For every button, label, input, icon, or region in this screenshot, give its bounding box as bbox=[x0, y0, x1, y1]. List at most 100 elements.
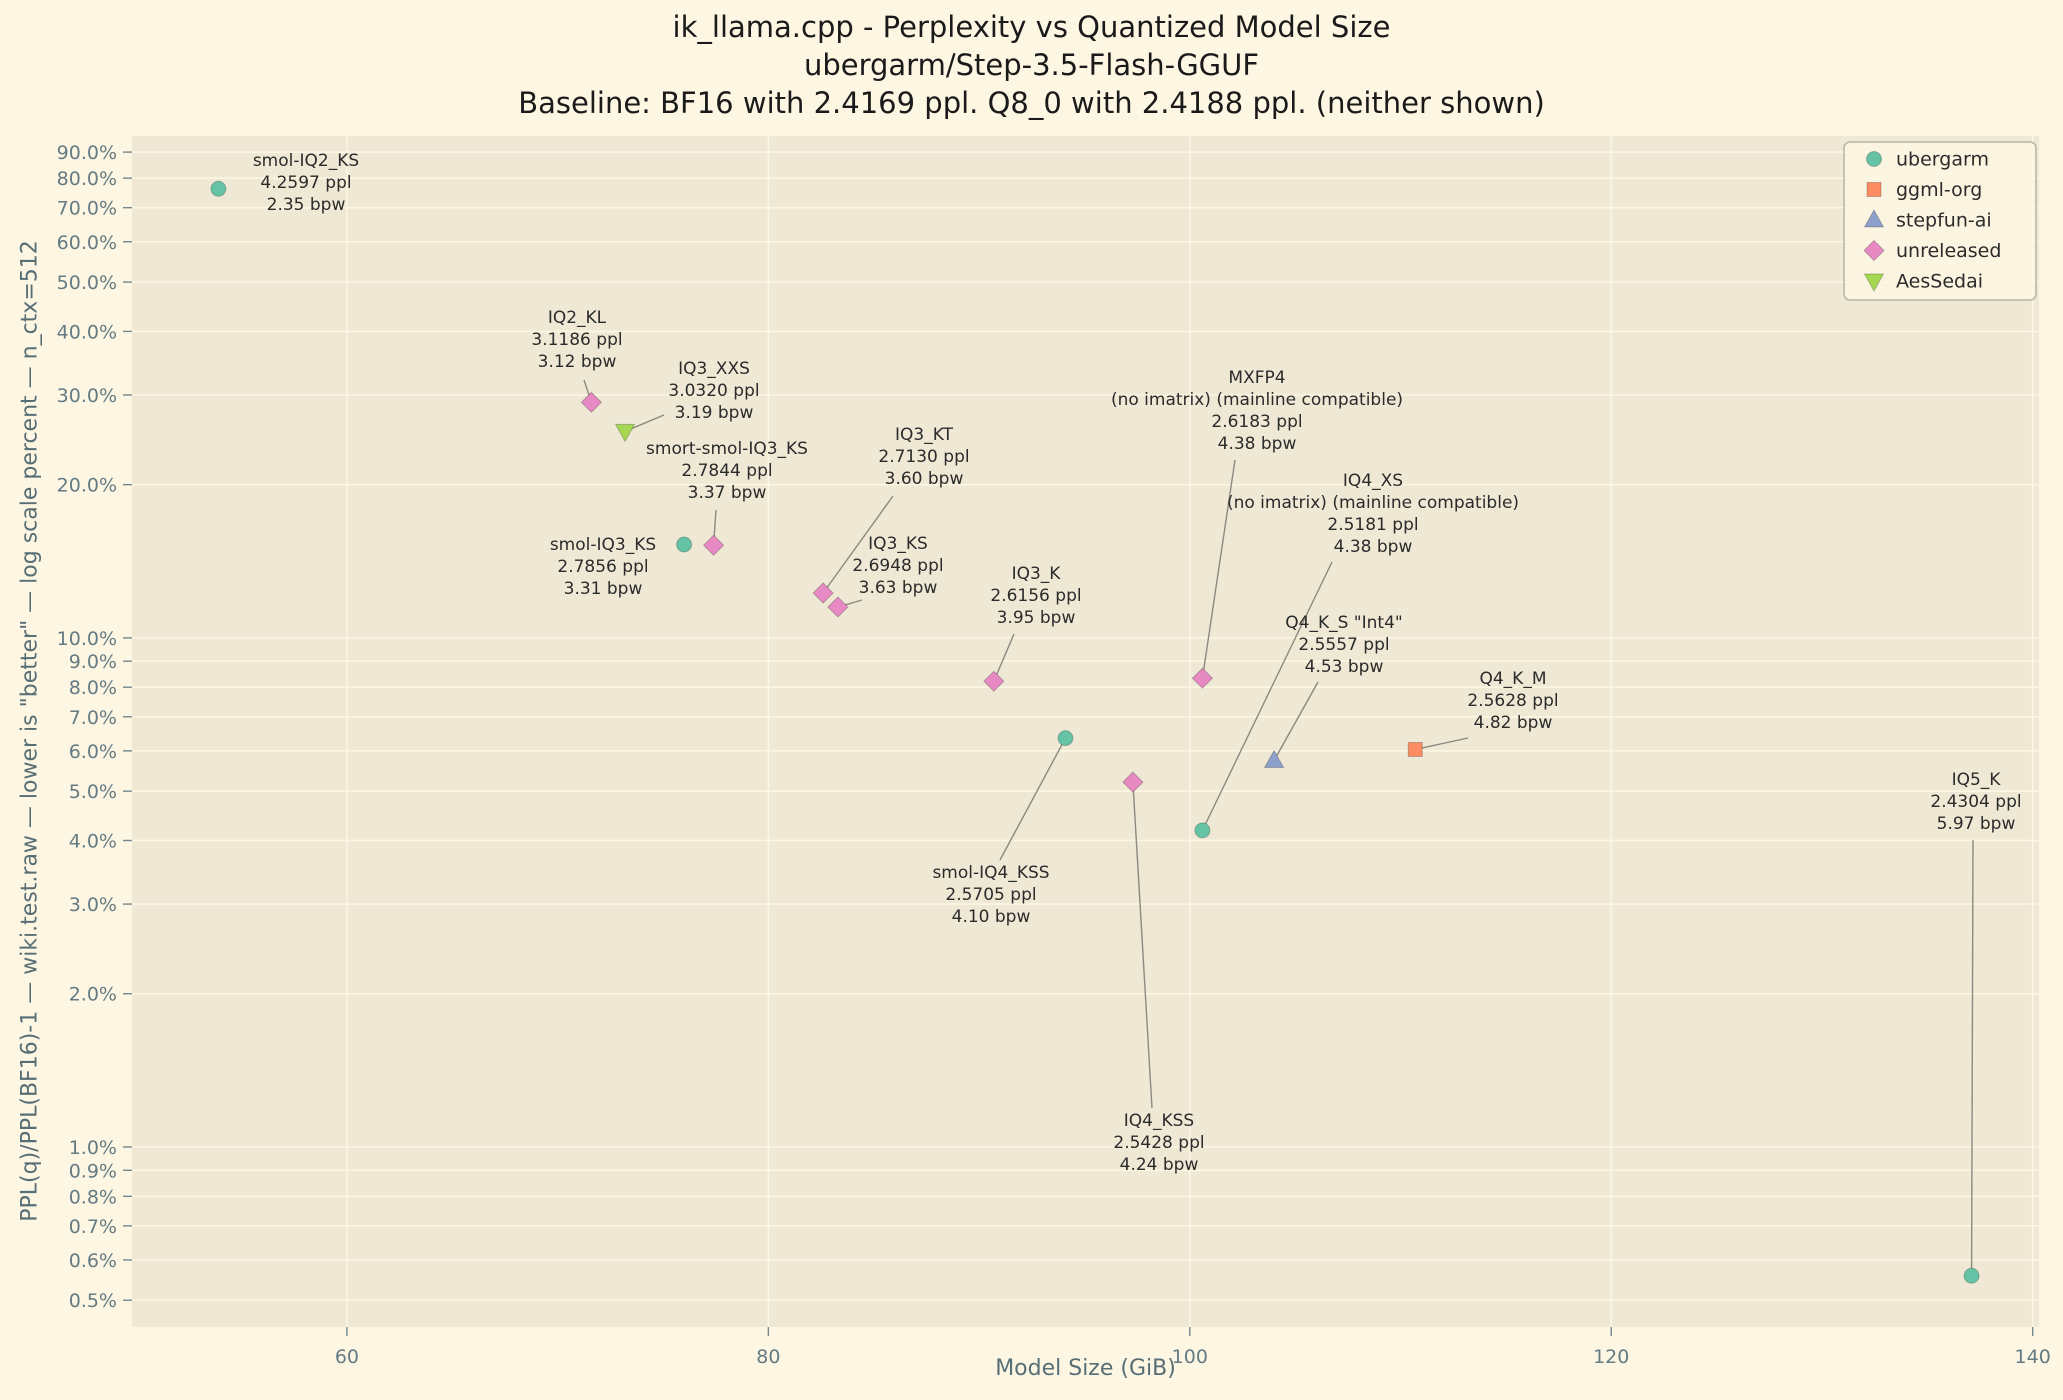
point-annotation: 3.31 bpw bbox=[564, 579, 643, 599]
point-annotation: 3.12 bpw bbox=[538, 352, 617, 372]
legend-item-label: ggml-org bbox=[1896, 179, 1982, 201]
marker-diamond bbox=[702, 534, 725, 556]
point-annotation: 2.6948 ppl bbox=[852, 556, 943, 576]
y-tick-label: 0.6% bbox=[69, 1250, 117, 1272]
y-tick-label: 1.0% bbox=[69, 1137, 117, 1159]
y-tick-label: 50.0% bbox=[57, 272, 117, 294]
y-tick-label: 80.0% bbox=[57, 168, 117, 190]
point-annotation: 2.7130 ppl bbox=[878, 447, 969, 467]
y-tick-label: 90.0% bbox=[57, 142, 117, 164]
chart-title: ik_llama.cpp - Perplexity vs Quantized M… bbox=[0, 8, 2063, 122]
y-tick-label: 0.8% bbox=[69, 1186, 117, 1208]
marker-circle bbox=[1866, 151, 1882, 167]
marker-diamond bbox=[580, 391, 603, 413]
x-axis-label: Model Size (GiB) bbox=[995, 1356, 1176, 1381]
y-tick-label: 9.0% bbox=[69, 651, 117, 673]
x-tick-label: 60 bbox=[335, 1346, 359, 1368]
point-annotation: 2.6156 ppl bbox=[990, 586, 1081, 606]
marker-triangle-down bbox=[1863, 273, 1885, 293]
grid bbox=[132, 136, 2039, 1327]
point-annotation: IQ3_KT bbox=[895, 425, 954, 445]
point-annotation: 4.53 bpw bbox=[1305, 657, 1384, 677]
marker-diamond bbox=[1191, 667, 1214, 689]
point-annotation: (no imatrix) (mainline compatible) bbox=[1111, 390, 1403, 410]
point-annotation: IQ3_XXS bbox=[678, 359, 750, 379]
point-annotation: 2.4304 ppl bbox=[1930, 792, 2021, 812]
marker-circle bbox=[210, 180, 227, 197]
annotation-leader bbox=[1201, 561, 1333, 831]
y-tick-label: 0.5% bbox=[69, 1290, 117, 1312]
y-tick-label: 4.0% bbox=[69, 830, 117, 852]
marker-circle bbox=[676, 536, 693, 553]
point-annotation: 3.1186 ppl bbox=[531, 330, 622, 350]
plot-area bbox=[132, 136, 2039, 1327]
legend-item-label: AesSedai bbox=[1896, 271, 1983, 293]
annotation-leader bbox=[1970, 839, 1974, 1276]
title-line-2: ubergarm/Step-3.5-Flash-GGUF bbox=[803, 48, 1260, 82]
point-annotation: 2.7856 ppl bbox=[557, 557, 648, 577]
x-tick-label: 120 bbox=[1593, 1346, 1629, 1368]
marker-diamond bbox=[827, 596, 849, 618]
point-annotation: 4.24 bpw bbox=[1120, 1155, 1199, 1175]
y-tick-label: 0.7% bbox=[69, 1216, 117, 1238]
annotation-leader bbox=[993, 633, 1015, 682]
point-annotation: 2.5557 ppl bbox=[1298, 635, 1389, 655]
marker-square bbox=[1866, 182, 1882, 197]
annotation-leader bbox=[1132, 782, 1153, 1109]
point-annotation: IQ3_KS bbox=[868, 534, 928, 554]
legend-item-label: stepfun-ai bbox=[1896, 210, 1992, 232]
marker-diamond bbox=[983, 670, 1005, 692]
point-annotation: 4.38 bpw bbox=[1334, 537, 1413, 557]
point-annotation: 2.5181 ppl bbox=[1327, 515, 1418, 535]
point-annotation: 4.2597 ppl bbox=[260, 173, 351, 193]
marker-circle bbox=[1194, 822, 1211, 839]
point-annotation: MXFP4 bbox=[1228, 368, 1285, 388]
annotation-leader bbox=[1273, 681, 1319, 761]
annotation-leader bbox=[822, 495, 894, 594]
y-tick-label: 0.9% bbox=[69, 1160, 117, 1182]
legend-item-label: ubergarm bbox=[1896, 149, 1989, 171]
point-annotation: 3.0320 ppl bbox=[668, 381, 759, 401]
x-tick-label: 100 bbox=[1172, 1346, 1208, 1368]
marker-triangle-up bbox=[1863, 208, 1885, 228]
point-annotation: IQ5_K bbox=[1952, 770, 2002, 790]
point-annotation: smol-IQ2_KS bbox=[253, 151, 359, 171]
point-annotation: 4.38 bpw bbox=[1218, 434, 1297, 454]
point-annotation: smol-IQ4_KSS bbox=[932, 863, 1049, 883]
marker-diamond bbox=[1863, 239, 1885, 262]
marker-triangle-up bbox=[1263, 749, 1285, 769]
point-annotation: 3.63 bpw bbox=[859, 578, 938, 598]
point-annotation: IQ3_K bbox=[1012, 564, 1062, 584]
point-annotation: IQ4_KSS bbox=[1124, 1111, 1194, 1131]
y-tick-label: 70.0% bbox=[57, 198, 117, 220]
y-axis-label: PPL(q)/PPL(BF16)-1 — wiki.test.raw — low… bbox=[17, 240, 43, 1222]
y-tick-label: 7.0% bbox=[69, 707, 117, 729]
y-tick-label: 30.0% bbox=[57, 385, 117, 407]
legend: ubergarm ggml-org stepfun-ai unreleased AesS… bbox=[1843, 141, 2037, 301]
annotation-leader bbox=[1201, 459, 1236, 679]
marker-square bbox=[1407, 741, 1423, 757]
marker-circle bbox=[1057, 730, 1074, 747]
leader-lines bbox=[583, 379, 1974, 1276]
marker-triangle-down bbox=[614, 423, 636, 443]
point-annotation: 2.6183 ppl bbox=[1211, 412, 1302, 432]
y-tick-label: 8.0% bbox=[69, 677, 117, 699]
point-annotation: (no imatrix) (mainline compatible) bbox=[1227, 493, 1519, 513]
x-tick-label: 80 bbox=[756, 1346, 780, 1368]
y-tick-label: 3.0% bbox=[69, 894, 117, 916]
axis-ticks bbox=[123, 151, 2034, 1336]
annotation-leader bbox=[999, 737, 1067, 861]
point-annotation: IQ2_KL bbox=[548, 308, 607, 328]
y-tick-label: 6.0% bbox=[69, 741, 117, 763]
marker-circle bbox=[1963, 1267, 1980, 1284]
point-annotation: 4.10 bpw bbox=[952, 907, 1031, 927]
point-annotation: 2.7844 ppl bbox=[681, 461, 772, 481]
point-annotation: 2.35 bpw bbox=[267, 195, 346, 215]
point-annotation: 4.82 bpw bbox=[1474, 713, 1553, 733]
point-annotation: Q4_K_M bbox=[1479, 669, 1546, 689]
point-annotation: 2.5628 ppl bbox=[1467, 691, 1558, 711]
y-tick-label: 60.0% bbox=[57, 232, 117, 254]
legend-item-label: unreleased bbox=[1896, 240, 2001, 262]
